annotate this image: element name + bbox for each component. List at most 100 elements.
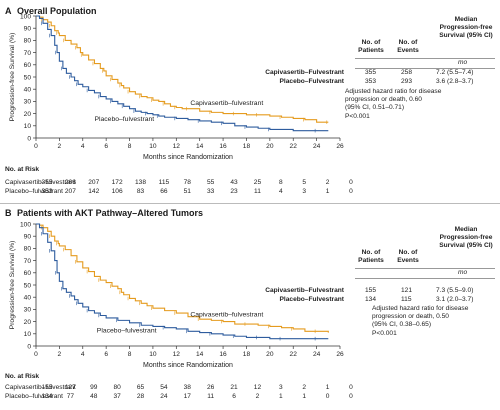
hazard-line-1: Adjusted hazard ratio for disease xyxy=(345,88,442,95)
risk-value: 17 xyxy=(183,393,191,400)
x-tick-label: 10 xyxy=(149,351,157,358)
y-tick-label: 0 xyxy=(27,135,31,142)
hazard-line-4: P<0.001 xyxy=(372,329,397,337)
series-label: Placebo–fulvestrant xyxy=(94,116,154,123)
row-patients-placebo-a: 353 xyxy=(365,78,377,85)
row-median-capivasertib-a: 7.2 (5.5–7.4) xyxy=(436,69,474,76)
series-line-capivasertib xyxy=(36,15,329,123)
risk-value: 78 xyxy=(183,179,191,186)
panel-a-title: A Overall Population xyxy=(5,6,97,16)
x-tick-label: 10 xyxy=(149,143,157,150)
risk-value: 25 xyxy=(253,179,262,186)
risk-value: 2 xyxy=(325,179,330,186)
x-tick-label: 12 xyxy=(173,351,181,358)
header-events: No. of Events xyxy=(397,249,419,264)
risk-value: 21 xyxy=(230,384,238,391)
risk-value: 77 xyxy=(66,393,75,400)
risk-value: 1 xyxy=(302,393,307,400)
y-tick-label: 0 xyxy=(27,343,31,350)
x-tick-label: 22 xyxy=(290,143,298,150)
hazard-line-4: P<0.001 xyxy=(345,112,370,120)
y-tick-label: 90 xyxy=(24,26,32,33)
panel-b-letter: B xyxy=(5,208,12,218)
y-tick-label: 30 xyxy=(24,99,32,106)
risk-value: 172 xyxy=(111,179,123,186)
risk-value: 5 xyxy=(302,179,307,186)
summary-rows-a: Capivasertib–Fulvestrant 355 258 7.2 (5.… xyxy=(0,0,500,85)
row-patients-capivasertib-a: 355 xyxy=(365,69,377,76)
hazard-line-1: Adjusted hazard ratio for disease xyxy=(372,305,469,312)
risk-value: 155 xyxy=(41,384,53,391)
y-tick-label: 20 xyxy=(24,319,32,326)
y-tick-label: 70 xyxy=(24,50,32,57)
risk-value: 3 xyxy=(302,188,307,195)
x-tick-label: 4 xyxy=(81,351,85,358)
panel-b-title: B Patients with AKT Pathway–Altered Tumor… xyxy=(5,208,203,218)
header-rule xyxy=(355,58,495,59)
series-label: Capivasertib–fulvestrant xyxy=(190,312,263,319)
x-tick-label: 16 xyxy=(219,143,227,150)
x-tick-label: 0 xyxy=(34,143,38,150)
y-tick-label: 100 xyxy=(20,13,31,20)
panel-a-title-text: Overall Population xyxy=(17,6,97,16)
risk-value: 1 xyxy=(325,384,330,391)
row-patients-placebo-b: 134 xyxy=(365,296,377,303)
hazard-note-b: Adjusted hazard ratio for disease progre… xyxy=(372,305,468,338)
summary-rows-b: Capivasertib–Fulvestrant 155 121 7.3 (5.… xyxy=(0,0,500,303)
x-tick-label: 12 xyxy=(173,143,181,150)
risk-value: 48 xyxy=(90,393,98,400)
y-tick-label: 60 xyxy=(24,270,32,277)
risk-value: 65 xyxy=(136,384,145,391)
risk-value: 23 xyxy=(230,188,238,195)
row-label-placebo-a: Placebo–Fulvestrant xyxy=(279,78,345,85)
risk-value: 106 xyxy=(111,188,123,195)
x-tick-label: 8 xyxy=(128,143,132,150)
hazard-line-3: (95% CI, 0.38–0.65) xyxy=(372,321,432,329)
unit-rule xyxy=(355,68,495,69)
row-label-placebo-b: Placebo–Fulvestrant xyxy=(279,296,345,303)
x-tick-label: 4 xyxy=(81,143,85,150)
row-events-placebo-a: 293 xyxy=(401,78,413,85)
y-tick-label: 80 xyxy=(24,38,32,45)
risk-title-a: No. at Risk xyxy=(5,166,40,173)
risk-value: 353 xyxy=(41,188,53,195)
risk-value: 115 xyxy=(158,179,170,186)
risk-value: 142 xyxy=(88,188,100,195)
risk-title-b: No. at Risk xyxy=(5,373,40,380)
risk-value: 12 xyxy=(253,384,262,391)
x-tick-label: 24 xyxy=(313,351,321,358)
risk-value: 28 xyxy=(136,393,145,400)
panel-b-title-text: Patients with AKT Pathway–Altered Tumors xyxy=(17,208,204,218)
risk-label-placebo-a: Placebo–fulvestrant xyxy=(5,188,63,195)
y-tick-label: 50 xyxy=(24,74,32,81)
y-tick-label: 40 xyxy=(24,87,32,94)
header-median: Median Progression-free Survival (95% CI… xyxy=(439,226,493,249)
risk-value: 4 xyxy=(279,188,283,195)
risk-value: 33 xyxy=(207,188,215,195)
y-tick-label: 10 xyxy=(24,331,32,338)
risk-value: 66 xyxy=(160,188,168,195)
header-events: No. of Events xyxy=(397,39,419,54)
risk-value: 38 xyxy=(183,384,191,391)
unit-label: mo xyxy=(458,269,468,276)
risk-value: 207 xyxy=(64,188,76,195)
risk-label-capivasertib-a: Capivasertib–fulvestrant xyxy=(5,179,76,186)
risk-value: 11 xyxy=(207,393,215,400)
risk-label-placebo-b: Placebo–fulvestrant xyxy=(5,393,63,400)
x-tick-label: 2 xyxy=(58,143,62,150)
risk-table-b: No. at Risk Capivasertib–fulvestrant Pla… xyxy=(5,373,500,410)
y-tick-label: 90 xyxy=(24,234,32,241)
x-tick-label: 20 xyxy=(266,351,274,358)
risk-value: 0 xyxy=(325,393,330,400)
y-tick-label: 10 xyxy=(24,123,32,130)
x-axis-label: Months since Randomization xyxy=(143,362,233,369)
header-median: Median Progression-free Survival (95% CI… xyxy=(439,16,493,39)
row-label-capivasertib-a: Capivasertib–Fulvestrant xyxy=(265,69,344,76)
risk-value: 80 xyxy=(113,384,121,391)
x-axis-label: Months since Randomization xyxy=(143,154,233,161)
unit-label: mo xyxy=(458,59,468,66)
header-rule xyxy=(355,268,495,269)
risk-value: 24 xyxy=(160,393,168,400)
row-median-placebo-b: 3.1 (2.0–3.7) xyxy=(436,296,474,303)
hazard-line-2: progression or death, 0.50 xyxy=(372,313,449,321)
